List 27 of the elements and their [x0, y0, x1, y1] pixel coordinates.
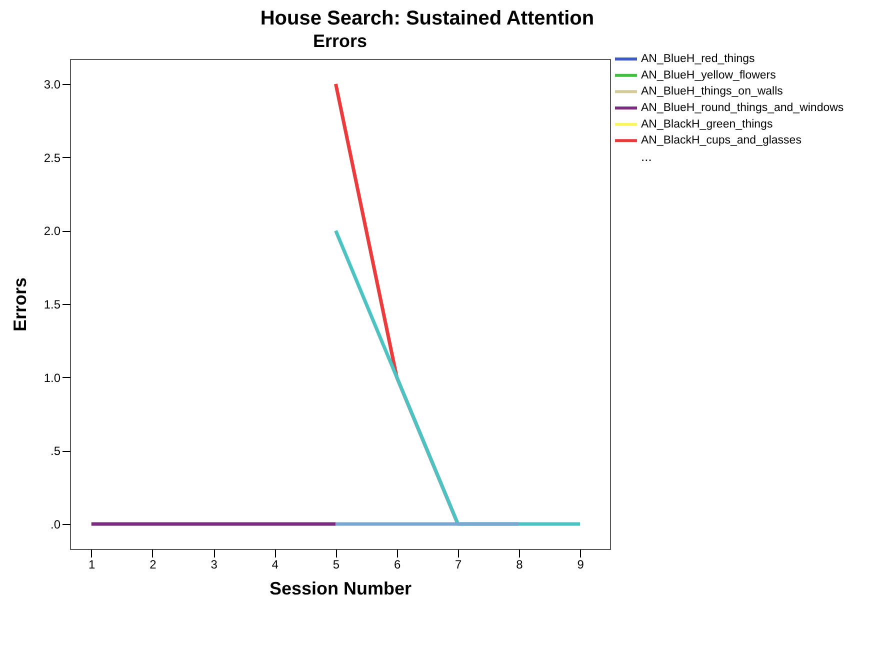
y-tick-label: 1.5: [44, 298, 61, 312]
text: ...: [641, 149, 652, 164]
y-axis-title: Errors: [10, 277, 30, 332]
legend-label: AN_BlackH_cups_and_glasses: [641, 134, 802, 147]
x-tick-label: 3: [210, 558, 218, 572]
chart-subtitle: Errors: [312, 31, 368, 51]
x-tick-label: 9: [577, 558, 584, 572]
chart-title: House Search: Sustained Attention: [260, 8, 594, 30]
y-tick-label: 2.5: [44, 150, 61, 165]
y-tick-label: 3.0: [44, 77, 61, 92]
x-tick-label: 4: [272, 558, 279, 572]
legend-label: AN_BlueH_red_things: [641, 53, 756, 65]
y-tick-label: .0: [50, 518, 61, 532]
y-tick-label: 1.0: [44, 370, 61, 385]
legend-label: AN_BlueH_round_things_and_windows: [641, 102, 844, 114]
legend-label: AN_BlueH_things_on_walls: [641, 86, 784, 98]
legend-label: AN_BlueH_yellow_flowers: [641, 69, 776, 82]
x-tick-label: 1: [88, 558, 96, 572]
y-tick-label: 2.0: [44, 224, 61, 238]
x-axis-title: Session Number: [269, 578, 412, 598]
x-tick-label: 8: [516, 558, 524, 572]
x-tick-label: 7: [455, 558, 462, 572]
y-tick-label: .5: [50, 444, 61, 458]
legend-label: AN_BlackH_green_things: [641, 118, 773, 130]
x-tick-label: 2: [150, 558, 157, 572]
x-tick-label: 5: [332, 558, 340, 572]
x-tick-label: 6: [394, 558, 401, 572]
